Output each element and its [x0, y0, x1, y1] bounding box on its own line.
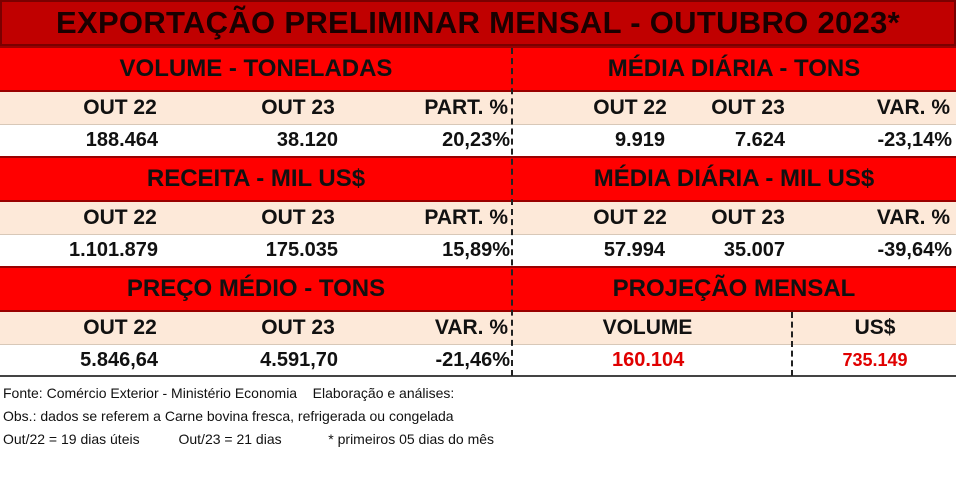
- value-media-tons-out22: 9.919: [614, 128, 665, 151]
- value-preco-out23: 4.591,70: [260, 348, 338, 371]
- section-label-receita: RECEITA - MIL US$: [146, 165, 366, 192]
- value-receita-part: 15,89%: [442, 238, 510, 261]
- section-bar-receita: RECEITA - MIL US$ MÉDIA DIÁRIA - MIL US$: [0, 156, 956, 202]
- section-bar-volume: VOLUME - TONELADAS MÉDIA DIÁRIA - TONS: [0, 46, 956, 92]
- value-row-preco: 5.846,64 4.591,70 -21,46% 160.104 735.14…: [0, 344, 956, 376]
- value-projecao-volume: 160.104: [612, 348, 685, 371]
- section-label-volume: VOLUME - TONELADAS: [119, 55, 393, 82]
- report-title: EXPORTAÇÃO PRELIMINAR MENSAL - OUTUBRO 2…: [0, 0, 956, 46]
- header-var: VAR. %: [434, 316, 508, 339]
- header-var: VAR. %: [876, 96, 950, 119]
- header-out23: OUT 23: [261, 96, 335, 119]
- header-out23: OUT 23: [261, 316, 335, 339]
- header-usd: US$: [854, 316, 896, 339]
- value-preco-out22: 5.846,64: [80, 348, 158, 371]
- value-volume-out23: 38.120: [276, 128, 338, 151]
- value-media-usd-out22: 57.994: [603, 238, 665, 261]
- value-volume-out22: 188.464: [85, 128, 158, 151]
- header-row-preco: OUT 22 OUT 23 VAR. % VOLUME US$: [0, 312, 956, 344]
- header-out22: OUT 22: [593, 206, 667, 229]
- header-out23: OUT 23: [261, 206, 335, 229]
- header-row-volume: OUT 22 OUT 23 PART. % OUT 22 OUT 23 VAR.…: [0, 92, 956, 124]
- row-separator: [0, 344, 956, 345]
- value-row-volume: 188.464 38.120 20,23% 9.919 7.624 -23,14…: [0, 124, 956, 156]
- note-working-days: Out/22 = 19 dias úteis Out/23 = 21 dias …: [3, 431, 495, 447]
- header-var: VAR. %: [876, 206, 950, 229]
- value-media-usd-var: -39,64%: [877, 238, 953, 261]
- header-part: PART. %: [424, 96, 508, 119]
- section-label-projecao: PROJEÇÃO MENSAL: [612, 275, 856, 302]
- value-projecao-usd: 735.149: [842, 349, 908, 370]
- column-divider: [511, 48, 513, 376]
- value-volume-part: 20,23%: [442, 128, 510, 151]
- value-media-usd-out23: 35.007: [723, 238, 785, 261]
- header-out22: OUT 22: [83, 96, 157, 119]
- table-bottom-border: [0, 375, 956, 377]
- row-separator: [0, 124, 956, 125]
- value-media-tons-out23: 7.624: [734, 128, 785, 151]
- header-row-receita: OUT 22 OUT 23 PART. % OUT 22 OUT 23 VAR.…: [0, 202, 956, 234]
- section-label-media-diaria-tons: MÉDIA DIÁRIA - TONS: [607, 55, 861, 82]
- value-receita-out22: 1.101.879: [69, 238, 158, 261]
- value-media-tons-var: -23,14%: [877, 128, 953, 151]
- header-out23: OUT 23: [711, 206, 785, 229]
- header-out22: OUT 22: [593, 96, 667, 119]
- header-out22: OUT 22: [83, 316, 157, 339]
- value-row-receita: 1.101.879 175.035 15,89% 57.994 35.007 -…: [0, 234, 956, 266]
- header-out23: OUT 23: [711, 96, 785, 119]
- value-preco-var: -21,46%: [435, 348, 511, 371]
- column-divider-projecao: [791, 312, 793, 376]
- row-separator: [0, 234, 956, 235]
- value-receita-out23: 175.035: [265, 238, 338, 261]
- section-label-preco-medio: PREÇO MÉDIO - TONS: [126, 275, 386, 302]
- header-volume: VOLUME: [602, 316, 693, 339]
- note-observation: Obs.: dados se referem a Carne bovina fr…: [3, 408, 454, 424]
- section-label-media-diaria-usd: MÉDIA DIÁRIA - MIL US$: [593, 165, 875, 192]
- header-part: PART. %: [424, 206, 508, 229]
- section-bar-preco: PREÇO MÉDIO - TONS PROJEÇÃO MENSAL: [0, 266, 956, 312]
- header-out22: OUT 22: [83, 206, 157, 229]
- note-source: Fonte: Comércio Exterior - Ministério Ec…: [3, 385, 455, 401]
